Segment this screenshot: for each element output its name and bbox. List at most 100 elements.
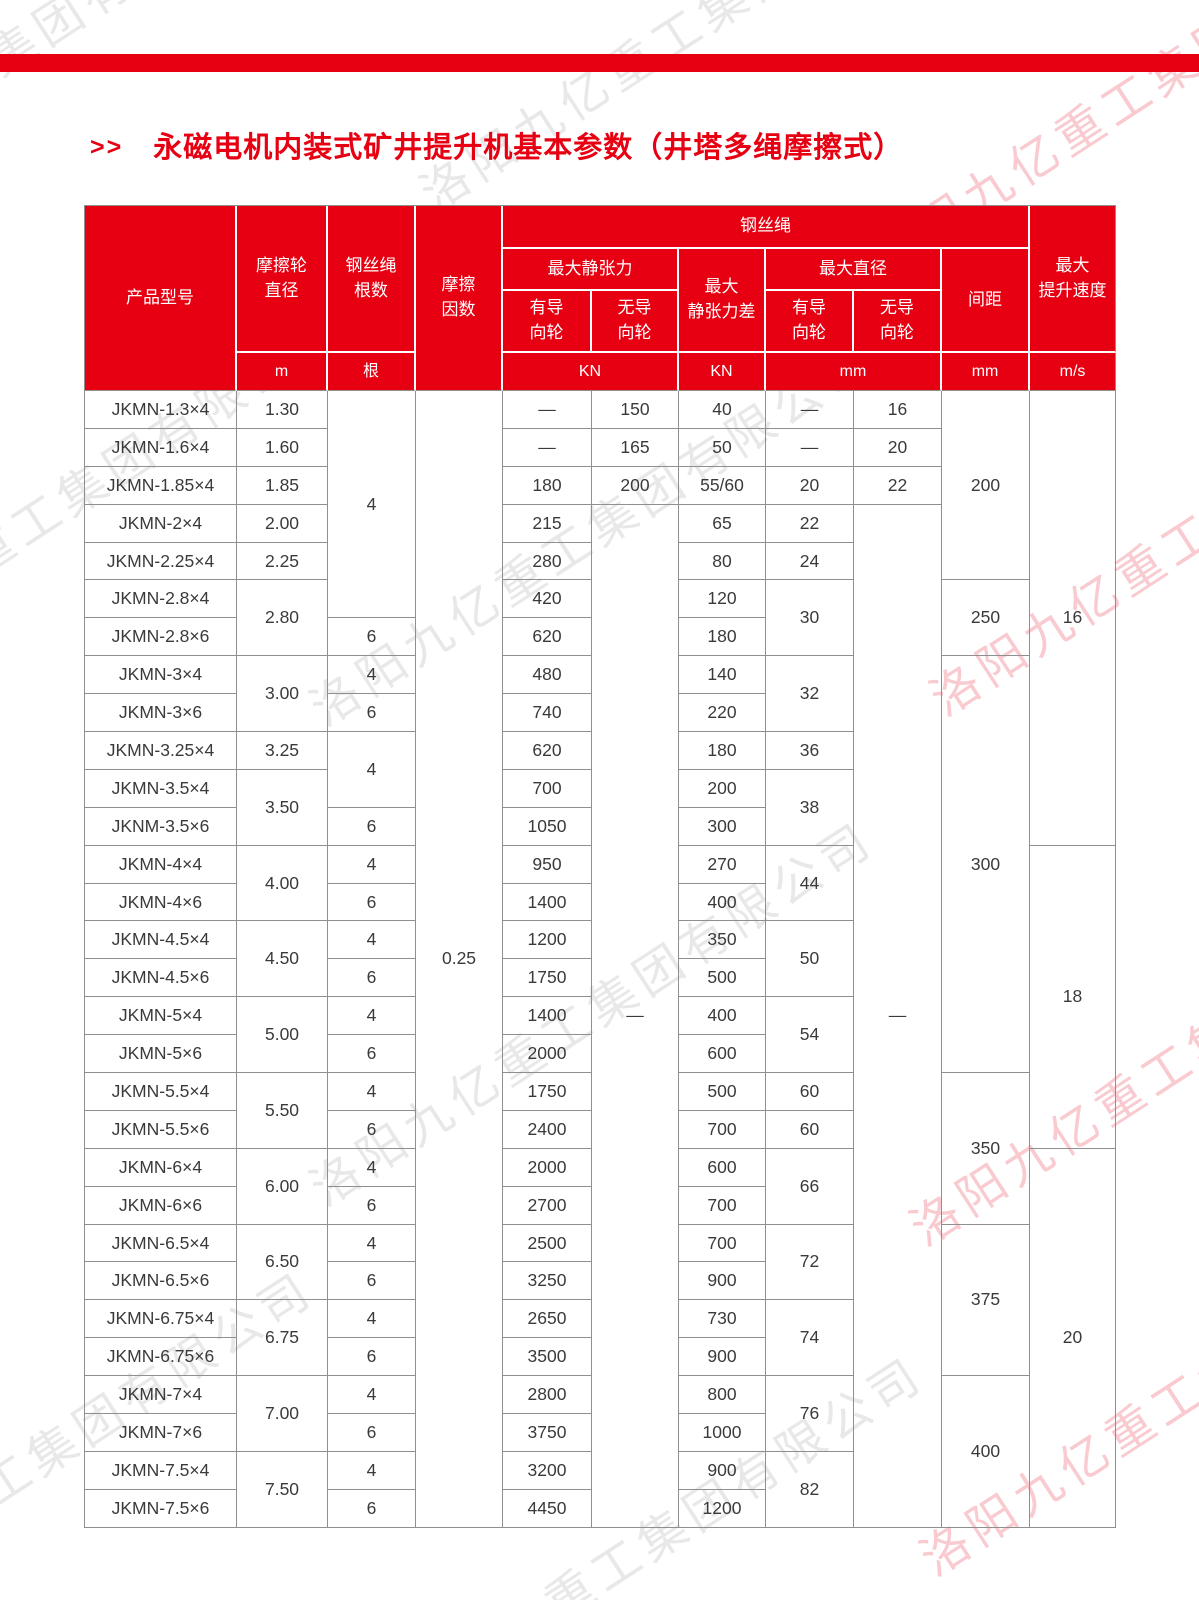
body-cell: 165 [592,428,679,467]
body-cell: JKMN-6.5×4 [85,1224,237,1263]
body-cell: 600 [679,1035,766,1074]
body-cell: JKMN-6.5×6 [85,1262,237,1301]
body-cell: JKMN-7×4 [85,1376,237,1415]
body-cell: 2800 [503,1376,592,1415]
header-cell: 钢丝绳 [503,206,1031,249]
title-text: 永磁电机内装式矿井提升机基本参数（井塔多绳摩擦式） [153,132,904,164]
table-row: JKMN-6.5×4 6.50 4 2500 700 72 375 [85,1224,1116,1377]
header-cell: 摩擦 因数 [416,206,503,391]
body-cell: 4450 [503,1489,592,1528]
page-title: >> 永磁电机内装式矿井提升机基本参数（井塔多绳摩擦式） [90,124,903,166]
body-cell: 400 [942,1376,1031,1528]
table-row: JKMN-7×6 6 3750 1000 [85,1414,1116,1452]
body-cell: — [592,504,679,1528]
header-cell: 钢丝绳 根数 [328,206,416,353]
body-cell: 420 [503,580,592,619]
table-row: 产品型号 摩擦轮 直径 钢丝绳 根数 摩擦 因数 钢丝绳 最大 提升速度 [85,206,1117,391]
body-cell: 16 [854,391,942,429]
body-cell: JKMN-1.85×4 [85,466,237,505]
body-cell: JKMN-7.5×6 [85,1489,237,1528]
header-cell: 无导 向轮 [592,291,679,353]
body-cell: 2400 [503,1110,592,1149]
table-row: JKMN-2.8×4 2.80 420 120 30 250 [85,580,1116,657]
body-cell: 2000 [503,1035,592,1074]
body-cell: 2000 [503,1148,592,1187]
body-cell: 480 [503,656,592,695]
body-cell: 1400 [503,997,592,1036]
body-cell: 6 [328,1489,416,1528]
table-row: JKMN-1.85×4 1.85 180 200 55/60 20 22 [85,466,1116,505]
body-cell: 3500 [503,1338,592,1377]
body-cell: 700 [679,1186,766,1225]
body-cell: 4 [328,1376,416,1415]
body-cell: 350 [679,921,766,960]
table-row: JKMN-4.5×4 4.50 4 1200 350 50 [85,921,1116,998]
header-cell: 产品型号 [85,206,237,391]
table-header: 产品型号 摩擦轮 直径 钢丝绳 根数 摩擦 因数 钢丝绳 最大 提升速度 最大静张力 最大 静… [85,206,1117,391]
table-row: JKMN-4×6 6 1400 400 [85,883,1116,922]
body-cell: 740 [503,694,592,733]
body-cell: 700 [679,1110,766,1149]
body-cell: 620 [503,732,592,770]
body-cell: 6 [328,694,416,733]
body-cell: 700 [679,1224,766,1263]
table-row: JKMN-6.75×4 6.75 4 2650 730 74 [85,1300,1116,1377]
table-row: 有导 向轮 无导 向轮 有导 向轮 无导 向轮 [85,291,1116,353]
body-cell: 18 [1030,845,1117,1149]
body-cell: 4 [328,1073,416,1111]
body-cell: 72 [766,1224,854,1301]
body-cell: 3250 [503,1262,592,1301]
body-cell: 4 [328,997,416,1036]
table-row: JKMN-7.5×6 6 4450 1200 [85,1489,1116,1528]
body-cell: 7.50 [237,1451,328,1528]
table-row: JKMN-6×4 6.00 4 2000 600 66 20 [85,1148,1117,1528]
body-cell: — [766,391,854,429]
header-cell: 最大静张力 [503,249,679,291]
table-row: JKNM-3.5×6 6 1050 300 [85,807,1116,846]
table-row: JKMN-6.5×6 6 3250 900 [85,1262,1116,1301]
body-cell: 2.25 [237,542,328,581]
body-cell: 80 [679,542,766,581]
body-cell: 20 [854,428,942,467]
body-cell: 500 [679,959,766,998]
body-cell: 4 [328,921,416,960]
body-cell: 4.50 [237,921,328,998]
body-cell: 74 [766,1300,854,1377]
body-cell: 24 [766,542,854,581]
body-cell: 5.00 [237,997,328,1074]
body-cell: 76 [766,1376,854,1452]
body-cell: 400 [679,883,766,922]
body-cell: 1400 [503,883,592,922]
body-cell: 180 [503,466,592,505]
table-row: JKMN-1.6×4 1.60—165 50—20 [85,428,1116,467]
table-row: m 根 KN KN mm mm m/s [85,353,1117,391]
body-cell: JKMN-4×4 [85,845,237,884]
body-cell: 800 [679,1376,766,1415]
body-cell: 16 [1030,391,1117,846]
table-row: JKMN-5×4 5.00 4 1400 400 54 [85,997,1116,1074]
body-cell: JKMN-6×4 [85,1148,237,1187]
body-cell: 3.25 [237,732,328,770]
body-cell: 900 [679,1338,766,1377]
body-cell: 50 [679,428,766,467]
body-cell: 400 [679,997,766,1036]
body-cell: 65 [679,504,766,543]
body-cell: 500 [679,1073,766,1111]
body-cell: — [766,428,854,467]
body-cell: 900 [679,1451,766,1490]
body-cell: 0.25 [416,391,503,1528]
body-cell: 1200 [679,1489,766,1528]
body-cell: 22 [854,466,942,505]
table-row: JKMN-7×4 7.00 4 2800 800 76 400 [85,1376,1116,1528]
header-cell: 最大 提升速度 [1030,206,1117,353]
body-cell: — [503,391,592,429]
body-cell: JKMN-4.5×4 [85,921,237,960]
body-cell: 120 [679,580,766,619]
body-cell: 280 [503,542,592,581]
body-cell: 44 [766,845,854,922]
body-cell: 2650 [503,1300,592,1339]
body-cell: 300 [942,656,1031,1074]
table-row: 最大静张力 最大 静张力差 最大直径 间距 [85,249,1116,353]
title-marker: >> [90,133,124,161]
